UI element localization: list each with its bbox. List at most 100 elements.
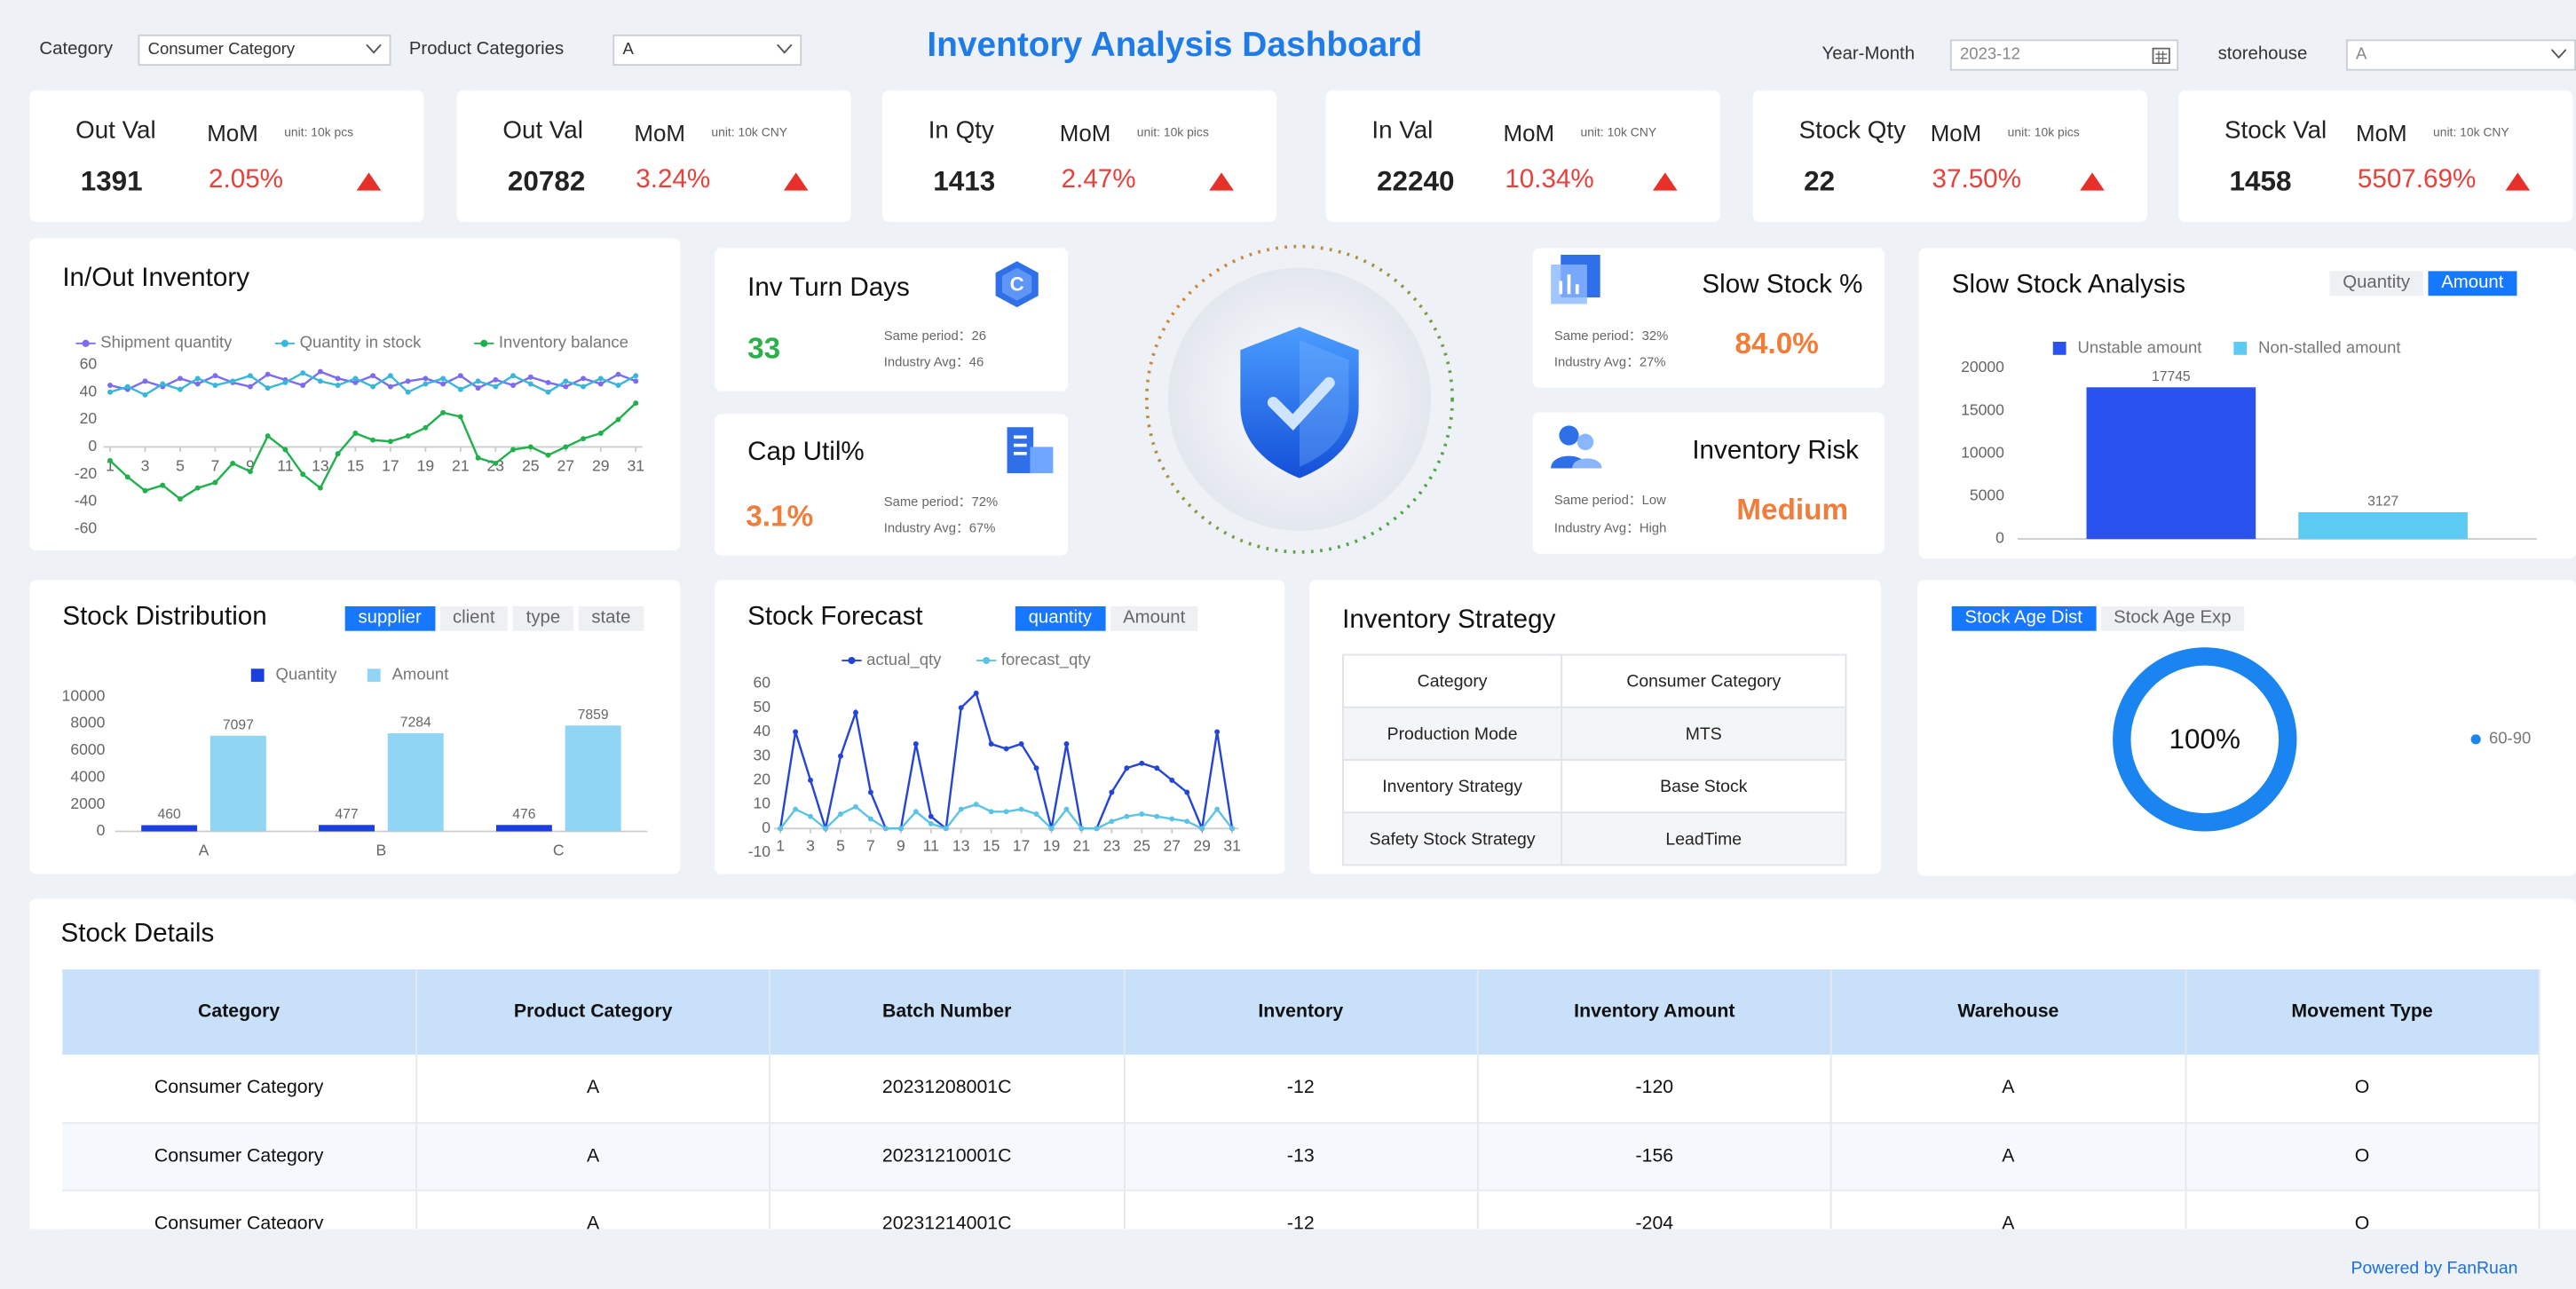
x-tick-label: 11 (277, 456, 293, 474)
forecast-panel: Stock Forecast quantity Amount -10 0 10 20 30… (715, 580, 1285, 874)
x-tick-label: 15 (983, 836, 1000, 854)
select-value: A (2356, 45, 2367, 65)
data-point (545, 379, 551, 385)
y-tick-label: 20 (753, 771, 770, 788)
date-picker[interactable]: 2023-12 (1949, 39, 2179, 71)
same-period: Same period：32% (1553, 328, 1669, 344)
value-label: 3127 (2367, 494, 2398, 510)
header-row: Category Product Category Batch Number Inve… (62, 969, 2540, 1056)
x-tick-label: 5 (176, 456, 185, 474)
details-table: Category Product Category Batch Number Inve… (62, 969, 2540, 1230)
legend-swatch (250, 668, 265, 683)
y-tick-label: 8000 (70, 714, 105, 731)
legend-dot (480, 339, 488, 347)
x-tick-label: 9 (246, 456, 255, 474)
mom-value: 10.34% (1505, 165, 1594, 194)
tab[interactable]: type (512, 605, 573, 631)
industry-avg: Industry Avg：27% (1553, 354, 1666, 370)
table-row: Production Mode MTS (1342, 706, 1847, 761)
tab[interactable]: Quantity (2329, 271, 2423, 297)
value-label: 7284 (400, 716, 431, 731)
y-tick-label: 20 (80, 409, 98, 427)
up-arrow (1652, 172, 1678, 191)
data-point (988, 741, 994, 747)
kpi-unit: unit: 10k pics (2007, 124, 2080, 140)
table-row: Inventory Strategy Base Stock (1342, 759, 1847, 814)
tab[interactable]: Amount (1110, 605, 1199, 631)
data-point (230, 378, 236, 384)
data-point (124, 384, 130, 390)
tab[interactable]: quantity (1015, 605, 1105, 631)
data-point (852, 803, 858, 810)
mom-label: MoM (1059, 120, 1111, 146)
legend-label: Shipment quantity (100, 333, 233, 352)
table-cell: 20231210001C (770, 1122, 1125, 1191)
donut-chart: 60-90 100% (2113, 647, 2531, 832)
storehouse-select[interactable]: A (2345, 39, 2576, 71)
kpi-unit: unit: 10k pics (1136, 124, 1209, 140)
table-cell: -12 (1124, 1055, 1479, 1124)
data-point (1154, 813, 1160, 819)
tab[interactable]: Stock Age Exp (2100, 605, 2245, 631)
kpi-name: In Qty (928, 116, 994, 145)
data-point (457, 414, 463, 420)
data-point (867, 816, 873, 822)
y-tick-label: 0 (762, 818, 770, 836)
tab-group: Quantity Amount (2329, 271, 2517, 297)
details-panel: Stock Details Category Product Category Ba… (29, 898, 2576, 1230)
industry-avg: Industry Avg：46 (883, 354, 984, 370)
footer: Powered by FanRuan (2351, 1258, 2518, 1278)
data-point (1124, 765, 1130, 771)
x-tick-label: 3 (141, 456, 150, 474)
data-point (973, 802, 979, 808)
tab[interactable]: state (578, 605, 644, 631)
table-row[interactable]: Consumer Category A 20231214001C -12 -204 A O (62, 1190, 2540, 1230)
data-point (1139, 811, 1145, 817)
bar (565, 725, 621, 832)
data-point (1109, 789, 1115, 795)
panel-title: In/Out Inventory (62, 264, 250, 293)
chevron (777, 43, 793, 54)
series-line (779, 803, 1234, 831)
bar-chart: 0 5000 10000 15000 20000 17745 3127 Unstable am… (1961, 337, 2537, 547)
table-row: Category Consumer Category (1342, 653, 1847, 708)
data-point (370, 384, 376, 390)
y-tick-label: -60 (75, 519, 98, 537)
data-point (387, 439, 393, 445)
data-point (793, 806, 799, 812)
product-select[interactable]: A (612, 34, 802, 67)
tab[interactable]: supplier (344, 605, 435, 631)
x-tick-label: 17 (1013, 836, 1031, 854)
data-point (1109, 818, 1115, 825)
tab[interactable]: Amount (2428, 271, 2517, 297)
select-value: 2023-12 (1960, 45, 2020, 65)
data-point (597, 376, 604, 382)
data-point (317, 485, 323, 491)
card-value: 84.0% (1734, 327, 1819, 360)
table-cell: A (1831, 1122, 2186, 1191)
table-row[interactable]: Consumer Category A 20231208001C -12 -120 A O (62, 1055, 2540, 1124)
table-cell: Safety Stock Strategy (1342, 811, 1563, 866)
x-tick-label: 7 (211, 456, 220, 474)
table-cell: A (1831, 1055, 2186, 1124)
table-row[interactable]: Consumer Category A 20231210001C -13 -156 A O (62, 1122, 2540, 1191)
column-header: Movement Type (2185, 969, 2540, 1056)
value-label: 7097 (223, 717, 254, 732)
slow-stock-card: Slow Stock % 84.0% Same period：32% Indus… (1532, 248, 1885, 388)
filter-label: Year-Month (1821, 43, 1916, 65)
category-select[interactable]: Consumer Category (138, 34, 391, 67)
tab[interactable]: Stock Age Dist (1951, 605, 2096, 631)
table-cell: Consumer Category (62, 1122, 417, 1191)
tab[interactable]: client (439, 605, 509, 631)
panel-title: Inventory Strategy (1342, 605, 1556, 635)
data-point (493, 376, 499, 383)
series-line (109, 402, 637, 501)
data-point (1094, 826, 1100, 832)
y-tick-label: 10 (753, 795, 770, 812)
select-value: A (622, 41, 634, 59)
legend-label: forecast_qty (1001, 650, 1092, 669)
data-point (882, 826, 889, 832)
kpi-card: In Qty MoM unit: 10k pics 1413 2.47% (881, 90, 1277, 222)
data-point (194, 381, 201, 387)
strategy-panel: Inventory Strategy Category Consumer Cate… (1309, 580, 1882, 874)
